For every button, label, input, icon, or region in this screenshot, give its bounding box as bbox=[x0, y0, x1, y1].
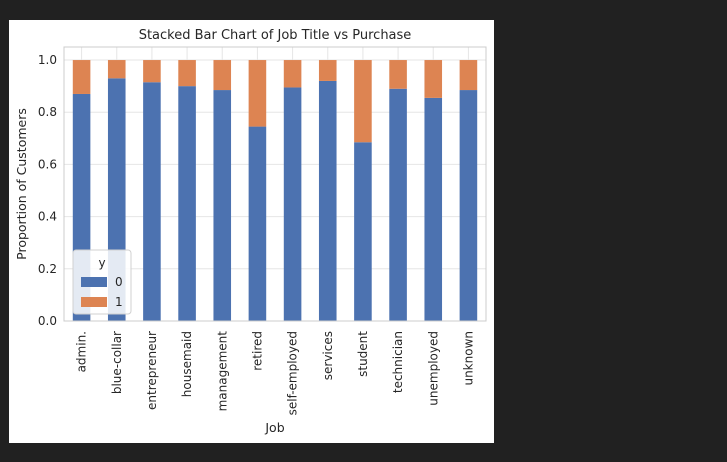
x-tick-label: student bbox=[356, 331, 370, 377]
bar-self-employed-series-0 bbox=[283, 87, 302, 321]
bar-management-series-0 bbox=[213, 90, 232, 321]
bar-services-series-0 bbox=[318, 80, 337, 321]
bars bbox=[72, 60, 478, 322]
x-tick-label: entrepreneur bbox=[145, 331, 159, 410]
bar-unemployed-series-1 bbox=[424, 60, 443, 98]
x-axis-label: Job bbox=[264, 420, 284, 435]
bar-housemaid-series-0 bbox=[178, 86, 196, 322]
bar-technician-series-1 bbox=[389, 60, 407, 89]
bar-entrepreneur-series-0 bbox=[143, 82, 161, 321]
bar-unemployed-series-0 bbox=[424, 97, 443, 321]
legend-entries: 01 bbox=[81, 275, 123, 309]
x-tick-labels: admin. blue-collar entrepreneur housemaid ma… bbox=[75, 331, 476, 416]
legend-label-1: 1 bbox=[115, 295, 123, 309]
bar-student-series-1 bbox=[354, 60, 372, 143]
x-tick-label: technician bbox=[391, 331, 405, 393]
x-tick-label: unemployed bbox=[426, 331, 440, 406]
legend-swatch-0 bbox=[81, 277, 107, 287]
y-tick-label: 0.2 bbox=[38, 262, 57, 276]
y-tick-label: 1.0 bbox=[38, 53, 57, 67]
bar-unknown-series-0 bbox=[459, 90, 478, 321]
legend-label-0: 0 bbox=[115, 275, 123, 289]
x-tick-label: services bbox=[321, 331, 335, 380]
x-tick-label: unknown bbox=[461, 331, 475, 386]
x-tick-label: admin. bbox=[75, 331, 89, 372]
bar-housemaid-series-1 bbox=[178, 60, 196, 87]
bar-management-series-1 bbox=[213, 60, 232, 91]
x-tick-label: management bbox=[215, 331, 229, 412]
legend-title: y bbox=[98, 256, 105, 270]
chart-title: Stacked Bar Chart of Job Title vs Purcha… bbox=[139, 28, 412, 43]
bar-admin-series-1 bbox=[72, 60, 91, 94]
bar-technician-series-0 bbox=[389, 88, 407, 321]
y-tick-label: 0.4 bbox=[38, 210, 57, 224]
y-axis-label: Proportion of Customers bbox=[14, 108, 29, 260]
y-tick-label: 0.0 bbox=[38, 314, 57, 328]
bar-retired-series-1 bbox=[248, 60, 267, 127]
plot-background bbox=[64, 47, 486, 321]
chart-figure: 0.0 0.2 0.4 0.6 0.8 1.0 admin. blue-collar entr… bbox=[9, 20, 494, 443]
bar-unknown-series-1 bbox=[459, 60, 478, 91]
legend: y 01 bbox=[72, 249, 132, 315]
plot-frame bbox=[63, 46, 487, 322]
y-tick-label: 0.6 bbox=[38, 157, 57, 171]
y-tick-labels: 0.0 0.2 0.4 0.6 0.8 1.0 bbox=[38, 53, 57, 328]
y-tick-label: 0.8 bbox=[38, 105, 57, 119]
bar-entrepreneur-series-1 bbox=[143, 60, 161, 83]
bar-services-series-1 bbox=[318, 60, 337, 81]
bar-student-series-0 bbox=[354, 142, 372, 321]
stacked-bar-chart: 0.0 0.2 0.4 0.6 0.8 1.0 admin. blue-collar entr… bbox=[14, 28, 487, 435]
x-tick-label: retired bbox=[250, 331, 264, 371]
bar-retired-series-0 bbox=[248, 126, 267, 321]
x-tick-label: blue-collar bbox=[110, 331, 124, 394]
x-tick-label: self-employed bbox=[286, 331, 300, 415]
bar-blue-collar-series-1 bbox=[107, 60, 126, 79]
x-tick-label: housemaid bbox=[180, 331, 194, 397]
legend-swatch-1 bbox=[81, 297, 107, 307]
bar-self-employed-series-1 bbox=[283, 60, 302, 88]
